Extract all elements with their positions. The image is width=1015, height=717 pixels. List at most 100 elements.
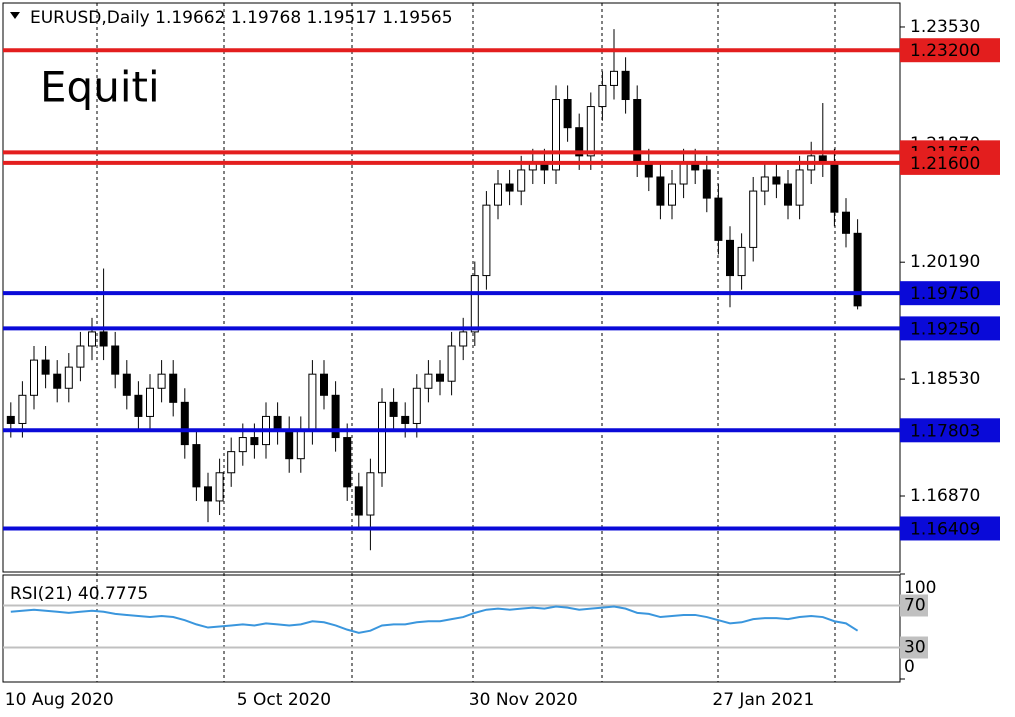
x-tick-label: 10 Aug 2020 [5,690,114,710]
candle-body [250,437,259,446]
candle-body [644,162,653,178]
candle-body [772,176,781,185]
y-tick-label: 0 [904,657,915,677]
candle-body [122,373,131,396]
rsi-tag [900,594,928,617]
candle-body [53,373,62,389]
candle-body [598,84,607,108]
candle-body [575,127,584,157]
candle-body [180,401,189,446]
x-tick-label: 27 Jan 2021 [712,690,814,710]
candle-body [737,246,746,277]
candle-body [88,331,96,347]
level-label: 1.19750 [910,284,980,304]
level-tag [900,418,1000,443]
x-tick-label: 30 Nov 2020 [469,690,578,710]
candle-body [285,430,294,460]
level-label: 1.23200 [910,41,980,61]
y-tick-label: 1.20190 [910,252,980,272]
candle-body [760,176,769,192]
level-tag [900,516,1000,541]
candle-body [134,394,143,417]
candle-body [459,331,468,347]
level-label: 1.21600 [910,154,980,174]
candle-body [586,106,595,157]
candle-body [366,472,375,516]
candle-body [320,373,328,396]
y-tick-label: 1.18530 [910,369,980,389]
v-grid [96,3,836,682]
candle-body [563,99,572,129]
candle-body [842,211,850,234]
menu-arrow[interactable] [10,12,20,19]
candle-body [6,415,15,424]
candle-body [749,190,758,248]
candle-body [494,183,502,206]
rsi-frame [2,574,901,683]
candle-body [169,373,178,403]
candle-body [517,169,526,192]
candle-body [308,373,317,432]
candle-body [853,232,862,307]
candle-body [99,331,108,347]
rsi-title: RSI(21) 40.7775 [10,584,148,604]
watermark: Equiti [40,63,160,112]
level-tag [900,150,1000,175]
candle-body [111,345,120,375]
x-tick-label: 5 Oct 2020 [237,690,331,710]
candle-body [204,486,212,502]
candle-body [354,486,363,516]
candle-body [41,359,50,375]
candle-body [30,359,38,396]
rsi-tag [900,636,928,659]
candle-body [668,183,676,206]
candle-body [238,437,247,453]
candle-body [192,444,201,488]
candle-body [795,169,804,206]
candle-body [157,373,166,389]
y-tick-label: 30 [904,638,926,658]
candle-body [436,373,444,382]
candle-body [296,430,305,460]
candle-body [76,345,85,368]
candle-body [610,70,618,86]
candle-body [482,204,491,277]
candle-body [424,373,433,389]
candle-body [726,239,734,277]
candle-body [389,401,398,417]
level-tag [900,281,1000,306]
level-tag [900,38,1000,63]
candle-body [621,70,630,101]
candle-body [227,451,236,474]
candle-body [64,366,73,389]
candle-body [18,394,27,424]
y-tick-label: 100 [904,578,936,598]
candle-body [215,472,224,502]
level-tag [900,316,1000,341]
candle-body [412,387,421,424]
rsi-line [10,605,859,634]
candle-body [702,169,711,199]
level-label: 1.16409 [910,519,980,539]
candle-body [378,401,386,474]
level-label: 1.19250 [910,319,980,339]
main-frame [2,2,901,573]
candle-body [343,437,352,488]
level-label: 1.17803 [910,421,980,441]
candle-body [331,394,340,439]
candle-body [830,162,839,213]
candle-body [714,197,723,241]
candle-body [679,162,688,185]
y-tick-label: 1.23530 [910,17,980,37]
candle-body [656,176,665,206]
candle-body [552,99,560,171]
candle-body [447,345,456,382]
candle-body [505,183,514,192]
chart-title: EURUSD,Daily 1.19662 1.19768 1.19517 1.1… [30,8,453,28]
y-tick-label: 70 [904,596,926,616]
candle-body [401,415,410,424]
candle-body [784,183,792,206]
